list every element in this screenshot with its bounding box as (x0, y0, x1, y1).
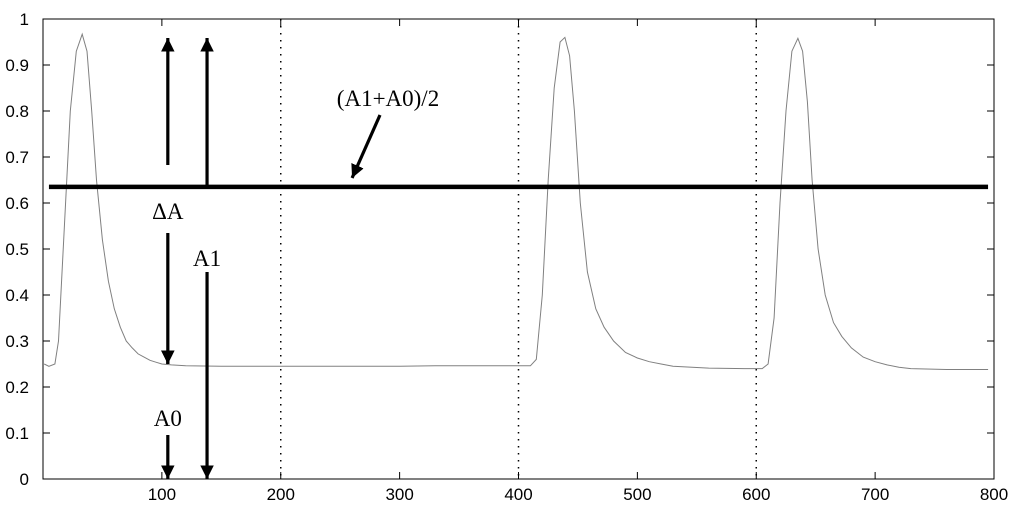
x-tick-label: 700 (861, 485, 889, 504)
y-tick-label: 0.6 (5, 194, 29, 213)
x-tick-labels: 100 200 300 400 500 600 700 800 (148, 485, 1009, 504)
y-tick-label: 0.7 (5, 148, 29, 167)
threshold-label: (A1+A0)/2 (337, 86, 439, 111)
x-tick-label: 600 (742, 485, 770, 504)
plot-area (43, 19, 994, 479)
y-tick-label: 0.4 (5, 286, 29, 305)
axis-ticks (43, 18, 995, 480)
a1-label: A1 (193, 246, 221, 271)
y-tick-labels: 0 0.1 0.2 0.3 0.4 0.5 0.6 0.7 0.8 0.9 1 (5, 10, 29, 489)
y-tick-label: 0.8 (5, 102, 29, 121)
a0-label: A0 (154, 406, 182, 431)
y-tick-label: 0.1 (5, 424, 29, 443)
y-tick-label: 0.3 (5, 332, 29, 351)
annotation-arrows (161, 38, 382, 479)
x-tick-label: 800 (980, 485, 1008, 504)
threshold-pointer-arrow (350, 114, 382, 179)
y-tick-label: 0 (20, 470, 29, 489)
x-tick-label: 200 (267, 485, 295, 504)
x-tick-label: 300 (385, 485, 413, 504)
y-tick-label: 1 (20, 10, 29, 29)
x-tick-label: 100 (148, 485, 176, 504)
annotation-labels: ΔA A1 A0 (A1+A0)/2 (152, 86, 439, 431)
x-tick-label: 500 (623, 485, 651, 504)
signal-line (43, 32, 989, 370)
y-tick-label: 0.2 (5, 378, 29, 397)
x-tick-label: 400 (504, 485, 532, 504)
y-tick-label: 0.5 (5, 240, 29, 259)
delta-a-label: ΔA (152, 199, 184, 224)
y-tick-label: 0.9 (5, 56, 29, 75)
